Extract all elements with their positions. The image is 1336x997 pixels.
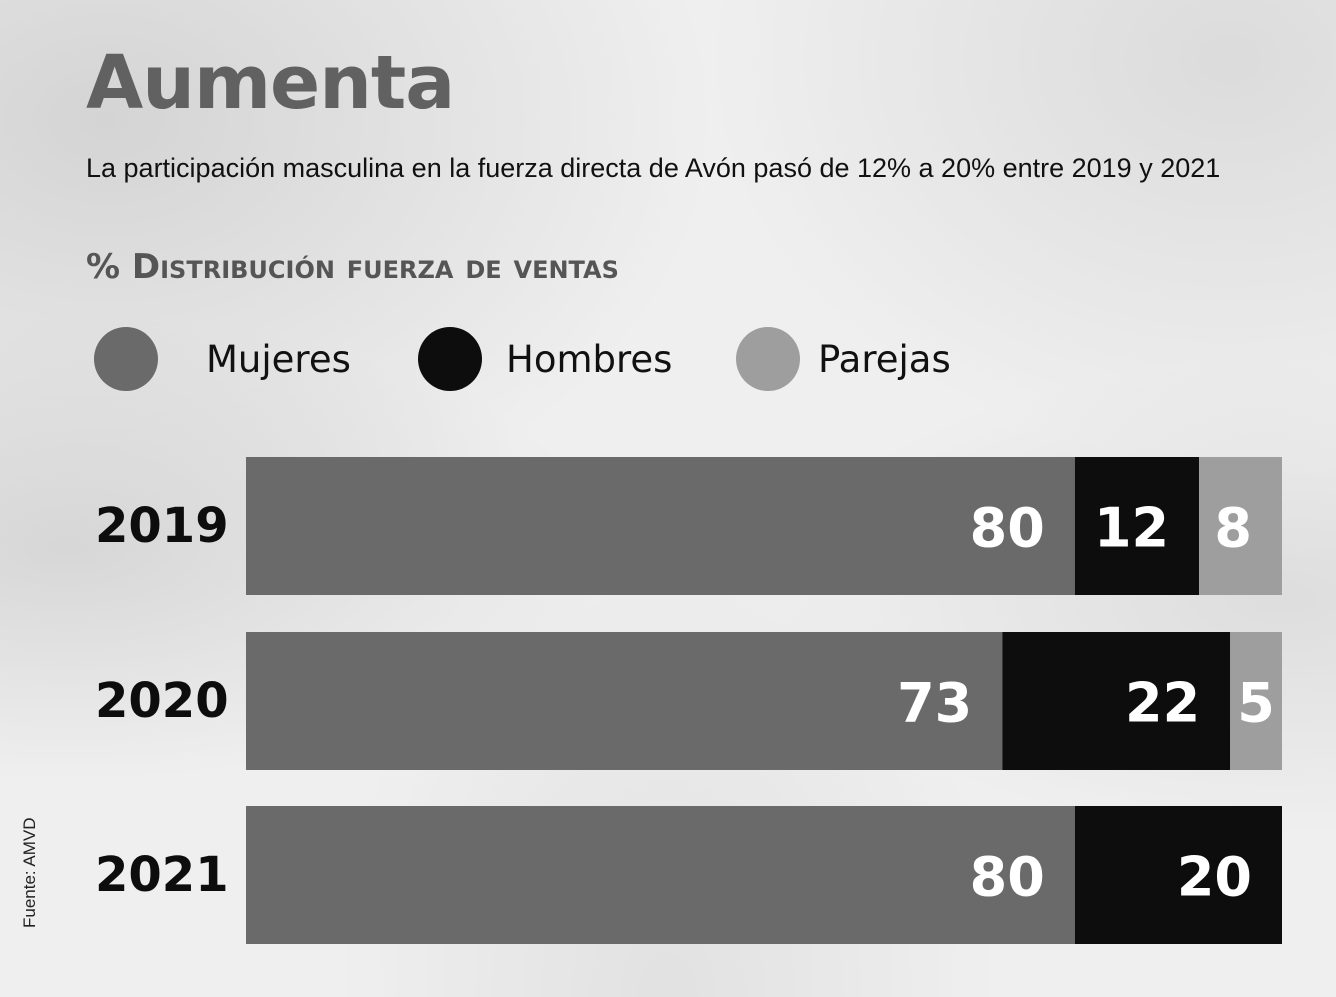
bar-mujeres-2021 (246, 806, 1075, 944)
data-label-hombres-2020: 22 (1125, 672, 1200, 735)
legend-swatch-mujeres (94, 327, 158, 391)
data-label-mujeres-2021: 80 (970, 846, 1045, 909)
category-label-2019: 2019 (95, 498, 229, 554)
legend-label-parejas: Parejas (818, 337, 951, 381)
subtitle: La participación masculina en la fuerza … (86, 153, 1221, 183)
data-label-hombres-2019: 12 (1094, 497, 1169, 560)
legend-item-mujeres: Mujeres (94, 327, 351, 391)
bar-mujeres-2019 (246, 457, 1075, 595)
category-label-2021: 2021 (95, 847, 229, 903)
legend-item-parejas: Parejas (736, 327, 951, 391)
category-label-2020: 2020 (95, 673, 229, 729)
legend-item-hombres: Hombres (418, 327, 672, 391)
page-title: Aumenta (86, 40, 455, 126)
chart-title: % Distribución fuerza de ventas (86, 247, 619, 287)
bar-hombres-2019 (1074, 457, 1200, 595)
legend-swatch-parejas (736, 327, 800, 391)
bar-hombres-2021 (1074, 806, 1282, 944)
bar-mujeres-2020 (246, 632, 1003, 770)
bar-parejas-2020 (1230, 632, 1282, 770)
legend-swatch-hombres (418, 327, 482, 391)
data-label-mujeres-2019: 80 (970, 497, 1045, 560)
bar-hombres-2020 (1002, 632, 1231, 770)
source-note: Fuente: AMVD (20, 817, 39, 928)
data-label-mujeres-2020: 73 (897, 672, 972, 735)
bar-parejas-2019 (1199, 457, 1282, 595)
legend-label-mujeres: Mujeres (206, 337, 351, 381)
data-label-parejas-2020: 5 (1237, 672, 1275, 735)
legend-label-hombres: Hombres (506, 337, 673, 381)
data-label-parejas-2019: 8 (1214, 497, 1252, 560)
data-label-hombres-2021: 20 (1177, 846, 1252, 909)
